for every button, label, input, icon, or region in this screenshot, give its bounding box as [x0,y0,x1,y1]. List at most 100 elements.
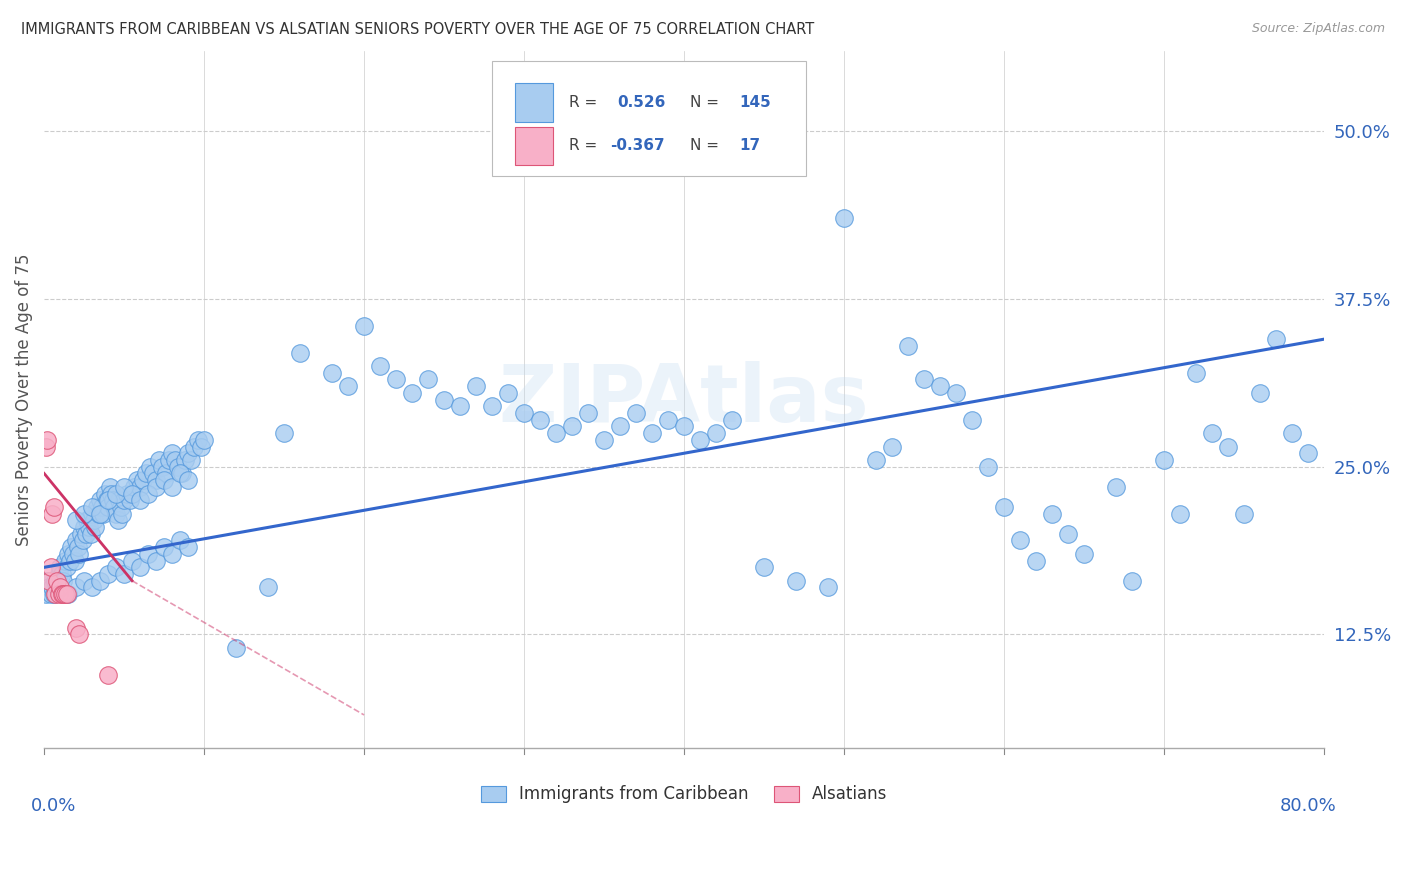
Point [153,540,176,554]
Point [177,446,200,460]
Point [752,560,775,574]
Point [945,385,967,400]
Point [167,459,190,474]
Point [42,500,65,514]
Point [73,574,96,588]
Point [120,493,142,508]
Point [45,581,67,595]
Point [97,500,120,514]
Point [94,486,117,500]
Point [112,567,135,582]
Point [135,467,157,481]
Point [1025,553,1047,567]
Point [52,574,75,588]
Point [576,406,599,420]
Point [183,440,205,454]
Point [73,520,96,534]
Point [190,440,212,454]
Point [108,493,131,508]
Point [155,467,177,481]
Point [101,493,124,508]
Point [960,413,983,427]
Point [59,553,82,567]
Point [641,426,664,441]
Text: 80.0%: 80.0% [1279,797,1337,815]
Point [785,574,807,588]
Point [481,399,503,413]
Y-axis label: Seniors Poverty Over the Age of 75: Seniors Poverty Over the Age of 75 [15,253,32,546]
Point [1040,507,1063,521]
Point [433,392,456,407]
Point [90,500,112,514]
Point [67,547,90,561]
Point [49,581,72,595]
Point [465,379,488,393]
Point [160,446,183,460]
Point [1281,426,1303,441]
Point [65,581,87,595]
Point [288,345,311,359]
Point [82,581,104,595]
Point [76,513,98,527]
Point [35,440,58,454]
Point [672,419,695,434]
Point [225,640,247,655]
Point [160,547,183,561]
Text: -0.367: -0.367 [610,138,665,153]
Point [63,553,86,567]
Text: IMMIGRANTS FROM CARIBBEAN VS ALSATIAN SENIORS POVERTY OVER THE AGE OF 75 CORRELA: IMMIGRANTS FROM CARIBBEAN VS ALSATIAN SE… [21,22,814,37]
Point [177,473,200,487]
Point [145,480,167,494]
Point [125,473,148,487]
Text: N =: N = [690,138,720,153]
Point [145,473,167,487]
Point [55,560,77,574]
Point [38,574,60,588]
Point [37,574,59,588]
Point [169,533,191,548]
Point [689,433,711,447]
Point [160,480,183,494]
Point [56,587,79,601]
Point [157,453,180,467]
Point [153,473,176,487]
Point [51,587,73,601]
Point [593,433,616,447]
Point [121,486,143,500]
Point [110,500,132,514]
Point [177,540,200,554]
Point [624,406,647,420]
Point [138,459,160,474]
Point [105,507,128,521]
Point [86,500,108,514]
Point [39,560,62,574]
FancyBboxPatch shape [492,62,806,177]
Point [112,493,135,508]
Point [100,486,122,500]
Point [91,507,114,521]
Point [273,426,295,441]
Point [49,560,72,574]
Point [89,507,111,521]
Point [912,372,935,386]
Point [169,467,191,481]
Point [529,413,551,427]
Point [41,581,63,595]
Point [657,413,679,427]
Point [1233,507,1256,521]
Point [449,399,471,413]
Point [170,467,193,481]
Point [257,581,280,595]
Point [41,507,63,521]
Point [98,480,121,494]
Point [929,379,952,393]
Point [401,385,423,400]
Point [132,473,155,487]
Point [48,567,70,582]
Point [75,526,97,541]
Point [52,587,75,601]
Point [1264,332,1286,346]
Point [321,366,343,380]
Point [82,500,104,514]
Point [337,379,360,393]
